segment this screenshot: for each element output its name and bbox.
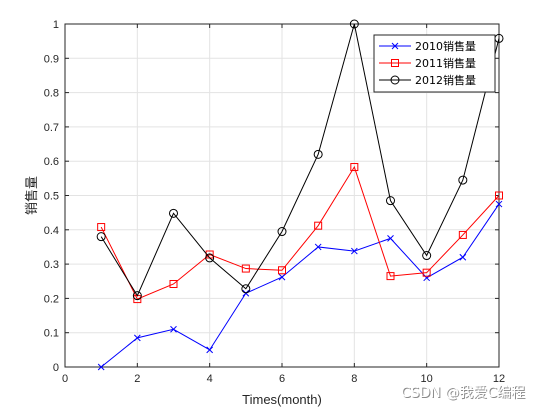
legend-item: 2012销售量 bbox=[379, 73, 476, 87]
data-point bbox=[169, 208, 178, 218]
data-point bbox=[458, 230, 467, 239]
legend-marker bbox=[391, 59, 399, 67]
legend-label: 2010销售量 bbox=[415, 39, 476, 53]
data-point bbox=[241, 284, 251, 294]
x-tick-label: 6 bbox=[279, 373, 285, 385]
data-point bbox=[96, 232, 106, 242]
data-point bbox=[277, 227, 287, 237]
watermark: CSDN @我爱C编程 CSDN @我爱C编程 bbox=[401, 385, 526, 402]
data-point bbox=[386, 196, 395, 206]
y-tick-label: 0.6 bbox=[44, 156, 59, 168]
x-tick-label: 8 bbox=[351, 373, 357, 385]
legend-marker bbox=[390, 75, 400, 85]
legend-item: 2010销售量 bbox=[379, 39, 476, 53]
x-tick-label: 10 bbox=[421, 373, 433, 385]
marker-stroke bbox=[97, 363, 105, 371]
y-tick-label: 0.1 bbox=[44, 328, 59, 340]
data-point bbox=[422, 251, 432, 261]
y-tick-label: 0.8 bbox=[44, 88, 59, 100]
y-axis-label: 销售量 bbox=[24, 176, 40, 215]
series-layer bbox=[96, 19, 504, 371]
data-point bbox=[97, 223, 106, 232]
data-point bbox=[459, 253, 467, 261]
y-tick-label: 0.2 bbox=[44, 293, 59, 305]
data-point bbox=[278, 266, 286, 275]
marker-stroke bbox=[459, 253, 467, 261]
data-point bbox=[205, 253, 215, 263]
marker-stroke bbox=[314, 243, 322, 251]
series-2 bbox=[97, 163, 503, 304]
series-line bbox=[100, 165, 500, 300]
marker-stroke bbox=[278, 273, 286, 281]
y-tick-label: 0.5 bbox=[44, 191, 59, 203]
data-point bbox=[422, 268, 431, 277]
marker-stroke bbox=[350, 247, 358, 255]
y-tick-label: 0.4 bbox=[44, 225, 59, 237]
x-tick-label: 0 bbox=[62, 373, 68, 385]
data-point bbox=[458, 175, 468, 185]
marker-stroke bbox=[387, 235, 394, 242]
data-point bbox=[495, 200, 503, 208]
legend-label: 2012销售量 bbox=[415, 73, 476, 87]
data-point bbox=[349, 19, 359, 29]
marker-stroke bbox=[170, 325, 177, 333]
data-point bbox=[169, 279, 178, 288]
y-tick-label: 0.3 bbox=[44, 259, 59, 271]
y-tick-label: 1 bbox=[53, 19, 59, 31]
series-line bbox=[100, 23, 500, 297]
axis-ticks: 0 2 4 6 8 10 12 0 0.1 0.2 0.3 0.4 0.5 0.6 0.7 0.8 0.9 1 bbox=[44, 19, 505, 385]
y-tick-label: 0.9 bbox=[44, 53, 59, 65]
series-line bbox=[100, 203, 500, 368]
data-point bbox=[133, 334, 141, 342]
watermark-shadow: CSDN @我爱C编程 bbox=[402, 386, 526, 402]
legend: 2010销售量 2011销售量 2012销售量 bbox=[373, 34, 496, 93]
x-tick-label: 4 bbox=[207, 373, 213, 385]
data-point bbox=[278, 273, 286, 281]
data-point bbox=[314, 243, 322, 251]
x-tick-label: 12 bbox=[493, 373, 505, 385]
data-point bbox=[387, 235, 394, 242]
data-point bbox=[314, 221, 323, 230]
marker-stroke bbox=[206, 346, 214, 354]
data-point bbox=[241, 264, 250, 273]
x-tick-label: 2 bbox=[134, 373, 140, 385]
marker-stroke bbox=[391, 42, 399, 50]
marker-stroke bbox=[495, 200, 503, 208]
y-tick-label: 0.7 bbox=[44, 122, 59, 134]
data-point bbox=[206, 346, 214, 354]
data-point bbox=[97, 363, 105, 371]
data-point bbox=[170, 325, 177, 333]
data-point bbox=[313, 149, 323, 159]
legend-marker bbox=[391, 42, 399, 50]
series-3 bbox=[96, 19, 504, 301]
data-point bbox=[350, 163, 359, 172]
y-tick-label: 0 bbox=[53, 362, 59, 374]
data-point bbox=[386, 272, 395, 281]
x-axis-label: Times(month) bbox=[242, 392, 322, 407]
data-point bbox=[132, 291, 142, 301]
legend-label: 2011销售量 bbox=[415, 56, 476, 70]
series-1 bbox=[97, 200, 503, 371]
marker-stroke bbox=[133, 334, 141, 342]
data-point bbox=[350, 247, 358, 255]
legend-item: 2011销售量 bbox=[379, 56, 476, 70]
data-point bbox=[495, 191, 503, 200]
watermark-text: CSDN @我爱C编程 bbox=[401, 385, 525, 401]
